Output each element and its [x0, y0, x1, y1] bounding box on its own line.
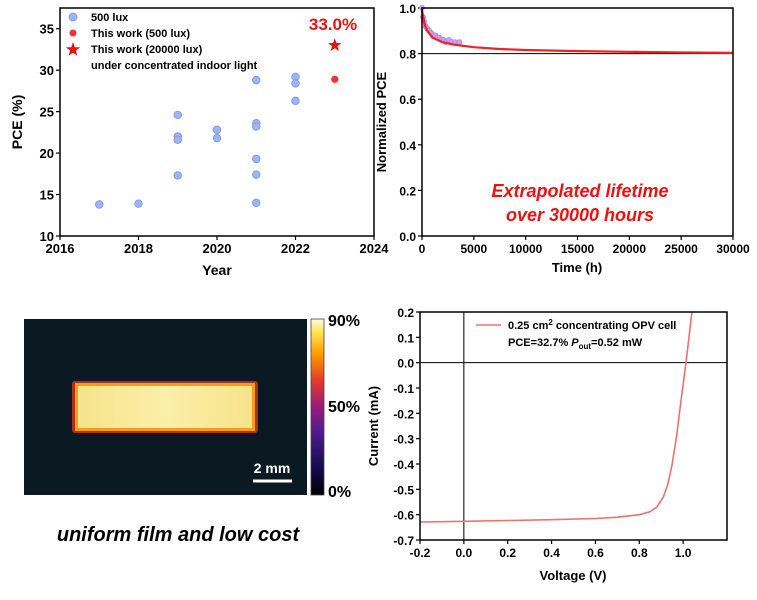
legend-label: This work (20000 lux) — [91, 44, 203, 56]
x-tick-label: 25000 — [664, 242, 698, 256]
x-tick-label: 2020 — [203, 241, 232, 256]
colorbar-tick: 90% — [328, 313, 360, 330]
data-point-star-this-work-20000lux — [328, 38, 342, 51]
data-point-500lux — [95, 200, 104, 209]
x-tick-label: 5000 — [460, 242, 487, 256]
data-point-500lux — [212, 125, 222, 135]
y-axis-label: Normalized PCE — [374, 71, 389, 172]
y-tick-label: 0.4 — [399, 139, 416, 153]
legend-label: under concentrated indoor light — [91, 60, 258, 72]
data-point-500lux — [173, 135, 182, 145]
data-point-500lux — [252, 198, 261, 208]
y-tick-label: 0.8 — [399, 48, 416, 62]
legend-label: 0.25 cm2 concentrating OPV cell — [508, 318, 676, 332]
y-tick-label: 20 — [40, 146, 54, 161]
plot-frame — [59, 7, 375, 237]
plot-frame — [419, 311, 728, 541]
y-tick-label: -0.7 — [393, 534, 414, 548]
figure-caption: uniform film and low cost — [56, 524, 300, 546]
x-tick-label: 0 — [419, 242, 426, 256]
data-point-500lux — [252, 170, 261, 179]
legend-label: 500 lux — [91, 12, 129, 24]
data-point-500lux — [212, 133, 222, 143]
y-tick-label: 0.6 — [399, 93, 416, 107]
y-axis-label: PCE (%) — [9, 95, 25, 149]
y-tick-label: -0.5 — [393, 483, 414, 497]
y-tick-label: 25 — [40, 105, 54, 120]
film-image-panel: 2 mm 90% 50% 0% — [24, 313, 360, 501]
y-tick-label: 0.0 — [397, 357, 414, 371]
data-point-500lux — [291, 79, 300, 88]
x-axis-label: Year — [202, 262, 232, 278]
x-tick-label: 10000 — [509, 242, 543, 256]
y-tick-label: 15 — [40, 188, 54, 203]
legend: 0.25 cm2 concentrating OPV cell PCE=32.7… — [476, 318, 676, 351]
highlight-annotation: 33.0% — [309, 15, 357, 34]
jv-chart: -0.2 0.0 0.2 0.4 0.6 0.8 1.0 -0.7 -0.6 -0.5 -0.4 -0… — [366, 306, 728, 583]
colorbar — [310, 318, 325, 496]
y-tick-label: -0.2 — [393, 407, 414, 421]
y-tick-label: -0.1 — [393, 382, 414, 396]
x-tick-label: 0.6 — [587, 546, 604, 560]
data-point-500lux — [252, 75, 261, 85]
x-tick-label: -0.2 — [410, 546, 431, 560]
lifetime-annotation-line1: Extrapolated lifetime — [491, 181, 668, 201]
x-tick-label: 1.0 — [675, 546, 692, 560]
y-tick-label: 0.2 — [397, 306, 414, 320]
y-axis-label: Current (mA) — [366, 386, 381, 466]
legend-metrics: PCE=32.7% Pout=0.52 mW — [508, 337, 643, 351]
colorbar-tick: 50% — [328, 399, 360, 416]
colorbar-tick: 0% — [328, 484, 351, 501]
x-tick-label: 0.2 — [499, 546, 516, 560]
film-strip — [78, 386, 252, 428]
data-point-500lux — [291, 96, 300, 106]
y-tick-label: -0.6 — [393, 509, 414, 523]
y-tick-label: -0.3 — [393, 433, 414, 447]
data-point-500lux — [252, 122, 261, 131]
x-tick-label: 20000 — [613, 242, 647, 256]
x-tick-label: 2016 — [46, 241, 75, 256]
x-tick-label: 15000 — [561, 242, 595, 256]
data-point-this-work-500lux — [331, 75, 339, 83]
x-axis-label: Voltage (V) — [540, 568, 607, 583]
x-tick-label: 2022 — [281, 241, 310, 256]
jv-curve — [419, 311, 693, 523]
data-point-500lux — [134, 199, 143, 208]
x-tick-label: 0.0 — [456, 546, 473, 560]
data-point-500lux — [173, 171, 182, 180]
y-tick-label: 30 — [40, 63, 54, 78]
y-tick-label: 35 — [40, 22, 54, 37]
y-tick-label: 0.1 — [397, 331, 414, 345]
x-tick-label: 2018 — [124, 241, 153, 256]
x-axis-label: Time (h) — [552, 260, 602, 275]
pce-year-chart: 2016 2018 2020 2022 2024 10 15 20 25 30 35 Year PC… — [9, 7, 390, 278]
y-tick-label: 10 — [40, 229, 54, 244]
plot-frame — [421, 7, 734, 237]
stability-chart: 0 5000 10000 15000 20000 25000 30000 0.0 0.2 0.4 0… — [374, 2, 750, 275]
legend-marker-star-icon — [65, 42, 81, 56]
y-tick-label: 0.2 — [399, 184, 416, 198]
lifetime-annotation-line2: over 30000 hours — [506, 205, 654, 225]
legend: 500 lux This work (500 lux) This work (2… — [65, 12, 258, 72]
x-tick-label: 0.4 — [543, 546, 560, 560]
data-point-500lux — [252, 154, 261, 164]
y-tick-label: 0.0 — [399, 230, 416, 244]
legend-label: This work (500 lux) — [91, 28, 190, 40]
y-tick-label: -0.4 — [393, 458, 414, 472]
x-tick-label: 2024 — [360, 241, 390, 256]
legend-marker-this-work-500 — [69, 29, 77, 37]
data-point-500lux — [173, 110, 182, 120]
x-tick-label: 0.8 — [631, 546, 648, 560]
scale-bar-label: 2 mm — [254, 460, 291, 476]
x-tick-label: 30000 — [716, 242, 750, 256]
legend-marker-500lux — [68, 12, 78, 22]
fit-line — [420, 10, 734, 54]
y-tick-label: 1.0 — [399, 2, 416, 16]
